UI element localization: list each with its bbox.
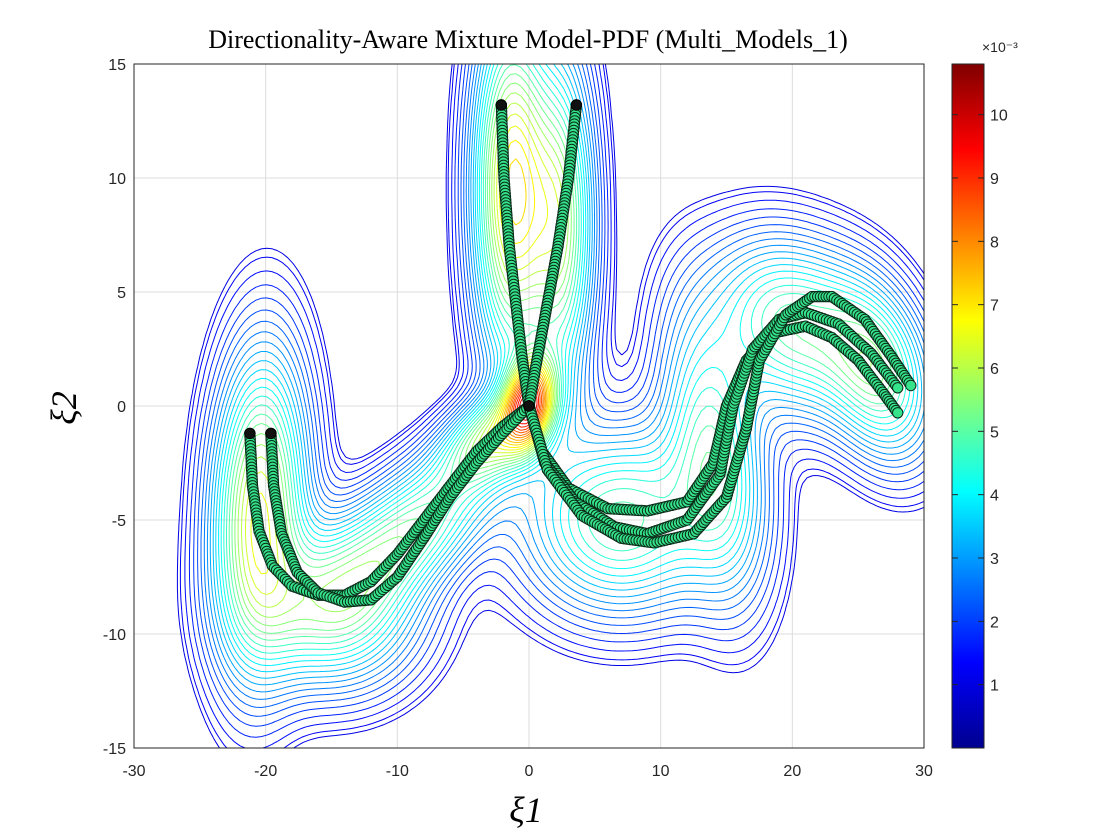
x-tick-label: -10 xyxy=(386,763,409,780)
colorbar-tick-label: 1 xyxy=(990,678,999,695)
y-tick-label: 0 xyxy=(117,399,126,416)
x-tick-label: -20 xyxy=(254,763,277,780)
colorbar-exponent: ×10⁻³ xyxy=(982,39,1018,55)
contour-level xyxy=(197,64,924,717)
trajectory-start-point xyxy=(244,427,256,440)
contour-level xyxy=(200,64,924,708)
contour-level xyxy=(203,64,924,700)
trajectory-point xyxy=(892,407,904,419)
contour-level xyxy=(215,64,919,673)
y-tick-label: 10 xyxy=(108,171,126,188)
plot-frame xyxy=(133,63,925,749)
x-tick-label: 30 xyxy=(915,763,933,780)
y-tick-label: 15 xyxy=(108,57,126,74)
contour-level xyxy=(209,64,924,686)
colorbar-tick-label: 3 xyxy=(990,551,999,568)
contour-level xyxy=(193,64,924,727)
trajectory-start-point xyxy=(495,99,507,111)
x-axis-label: ξ1 xyxy=(509,790,542,830)
contour-level xyxy=(212,64,923,679)
colorbar xyxy=(951,63,985,749)
chart-title: Directionality-Aware Mixture Model-PDF (… xyxy=(208,25,848,54)
colorbar-tick-label: 10 xyxy=(990,108,1008,125)
contour-level xyxy=(184,64,924,748)
colorbar-tick-label: 5 xyxy=(990,424,999,441)
colorbar-tick-label: 7 xyxy=(990,298,999,315)
contour-level xyxy=(206,64,924,693)
x-tick-label: 10 xyxy=(652,763,670,780)
colorbar-tick-label: 9 xyxy=(990,171,999,188)
x-tick-label: 0 xyxy=(525,763,534,780)
colorbar-tick-label: 4 xyxy=(990,488,999,505)
trajectory-start-point xyxy=(570,99,583,111)
contour-level xyxy=(176,64,924,748)
colorbar-tick-label: 6 xyxy=(990,361,999,378)
trajectory-point xyxy=(892,382,904,394)
trajectory-start-point xyxy=(523,400,535,412)
trajectory-markers xyxy=(244,99,917,608)
y-tick-label: 5 xyxy=(117,285,126,302)
contour-level xyxy=(188,64,924,738)
trajectory-start-point xyxy=(265,427,277,440)
y-tick-label: -15 xyxy=(103,741,126,758)
y-axis-label: ξ2 xyxy=(44,391,84,424)
y-axis-ticks: -15 -10 -5 0 5 10 15 xyxy=(103,57,126,758)
trajectory-point xyxy=(905,379,917,392)
y-tick-label: -10 xyxy=(103,627,126,644)
x-tick-label: -30 xyxy=(122,763,145,780)
contour-level xyxy=(179,64,924,748)
x-axis-ticks: -30 -20 -10 0 10 20 30 xyxy=(122,763,933,780)
y-tick-label: -5 xyxy=(112,513,126,530)
colorbar-tick-label: 8 xyxy=(990,234,999,251)
colorbar-ticks: 1 2 3 4 5 6 7 8 9 10 xyxy=(952,108,1008,695)
x-tick-label: 20 xyxy=(783,763,801,780)
colorbar-tick-label: 2 xyxy=(990,614,999,631)
contour-level xyxy=(218,64,915,666)
